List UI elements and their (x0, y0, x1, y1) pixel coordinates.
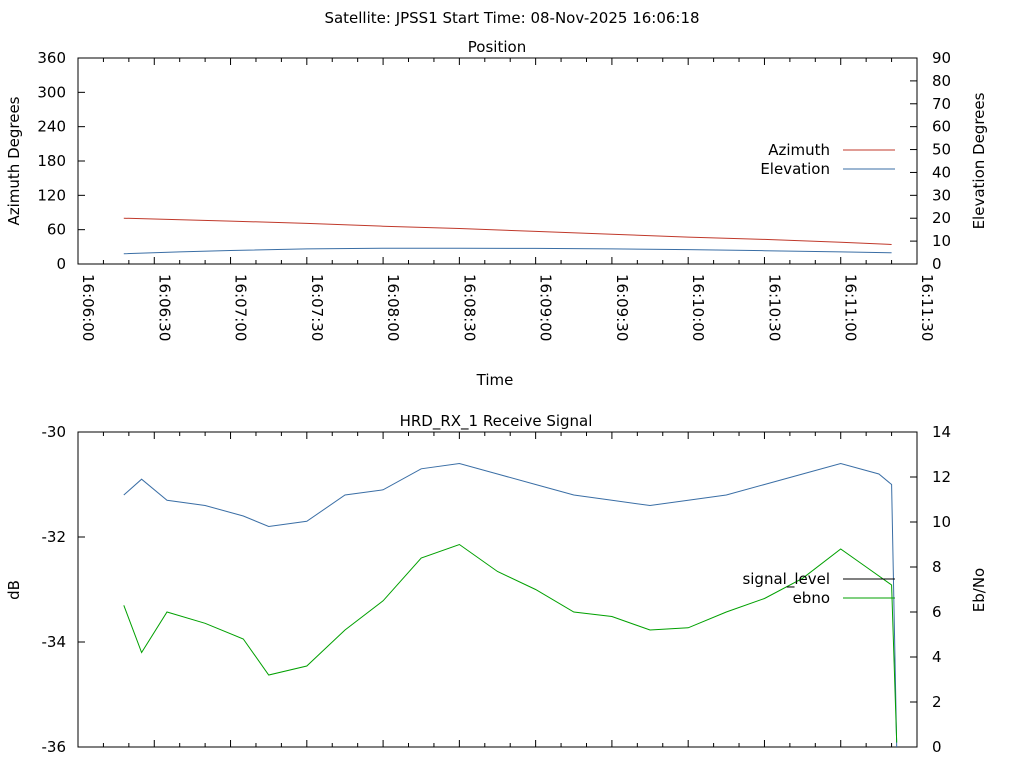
position-x-ticks: 16:06:00 16:06:30 16:07:00 16:07:30 16:08:00… (77, 58, 936, 341)
y2-tick-label: 20 (932, 209, 951, 227)
y-tick-label: 180 (37, 152, 66, 170)
y-tick-label: 360 (37, 49, 66, 67)
position-chart: Position 16:06:00 16:06:30 16:07:00 16:07:3… (5, 38, 988, 389)
legend-label: ebno (793, 589, 830, 607)
y2-tick-label: 14 (932, 423, 951, 441)
signal-chart: HRD_RX_1 Receive Signal -30 -32 -34 -36 0 2 4… (5, 412, 988, 756)
y2-tick-label: 10 (932, 513, 951, 531)
y2-tick-label: 0 (932, 738, 942, 756)
y-tick-label: -32 (42, 528, 67, 546)
signal-chart-title: HRD_RX_1 Receive Signal (400, 412, 593, 431)
x-tick-label: 16:09:00 (537, 274, 555, 341)
x-tick-label: 16:06:30 (155, 274, 173, 341)
y2-tick-label: 2 (932, 693, 942, 711)
x-tick-label: 16:10:00 (689, 274, 707, 341)
y-tick-label: 240 (37, 118, 66, 136)
y2-tick-label: 4 (932, 648, 942, 666)
legend-label: Azimuth (768, 141, 830, 159)
x-tick-label: 16:07:00 (232, 274, 250, 341)
x-tick-label: 16:10:30 (765, 274, 783, 341)
series-line-signal-level (123, 462, 898, 748)
signal-y2-axis-label: Eb/No (970, 568, 988, 612)
y2-tick-label: 90 (932, 49, 951, 67)
y-tick-label: -36 (42, 738, 67, 756)
series-line-ebno (123, 543, 898, 743)
y2-tick-label: 60 (932, 118, 951, 136)
legend-label: Elevation (760, 160, 830, 178)
y2-tick-label: 8 (932, 558, 942, 576)
signal-y2-ticks: 0 2 4 6 8 10 12 14 (910, 423, 951, 756)
y2-tick-label: 10 (932, 232, 951, 250)
legend-label: signal_level (742, 570, 830, 589)
signal-plot-frame (77, 431, 918, 748)
x-tick-label: 16:06:00 (79, 274, 97, 341)
y2-tick-label: 6 (932, 603, 942, 621)
position-y2-ticks: 0 10 20 30 40 50 60 70 80 90 (910, 49, 951, 273)
y-tick-label: -30 (42, 423, 67, 441)
position-y2-axis-label: Elevation Degrees (970, 92, 988, 229)
signal-series (123, 462, 898, 748)
y-tick-label: 0 (56, 255, 66, 273)
y-tick-label: 120 (37, 186, 66, 204)
signal-x-ticks (77, 432, 918, 747)
position-chart-title: Position (468, 38, 526, 56)
x-tick-label: 16:11:30 (918, 274, 936, 341)
x-tick-label: 16:11:00 (842, 274, 860, 341)
y-tick-label: 300 (37, 83, 66, 101)
x-tick-label: 16:07:30 (308, 274, 326, 341)
x-tick-label: 16:08:00 (384, 274, 402, 341)
y2-tick-label: 50 (932, 141, 951, 159)
signal-y-ticks: -30 -32 -34 -36 (42, 423, 85, 756)
page-header: Satellite: JPSS1 Start Time: 08-Nov-2025… (324, 9, 699, 27)
position-x-axis-label: Time (476, 371, 514, 389)
x-tick-label: 16:09:30 (613, 274, 631, 341)
y2-tick-label: 12 (932, 468, 951, 486)
series-line-azimuth (123, 217, 892, 245)
signal-y-axis-label: dB (5, 580, 23, 600)
y2-tick-label: 0 (932, 255, 942, 273)
y2-tick-label: 80 (932, 72, 951, 90)
x-tick-label: 16:08:30 (460, 274, 478, 341)
y-tick-label: 60 (47, 221, 66, 239)
position-y-axis-label: Azimuth Degrees (5, 96, 23, 225)
y-tick-label: -34 (42, 633, 67, 651)
position-y-ticks: 0 60 120 180 240 300 360 (37, 49, 85, 273)
y2-tick-label: 70 (932, 95, 951, 113)
y2-tick-label: 40 (932, 163, 951, 181)
position-series (123, 217, 892, 255)
series-line-elevation (123, 247, 892, 255)
y2-tick-label: 30 (932, 186, 951, 204)
